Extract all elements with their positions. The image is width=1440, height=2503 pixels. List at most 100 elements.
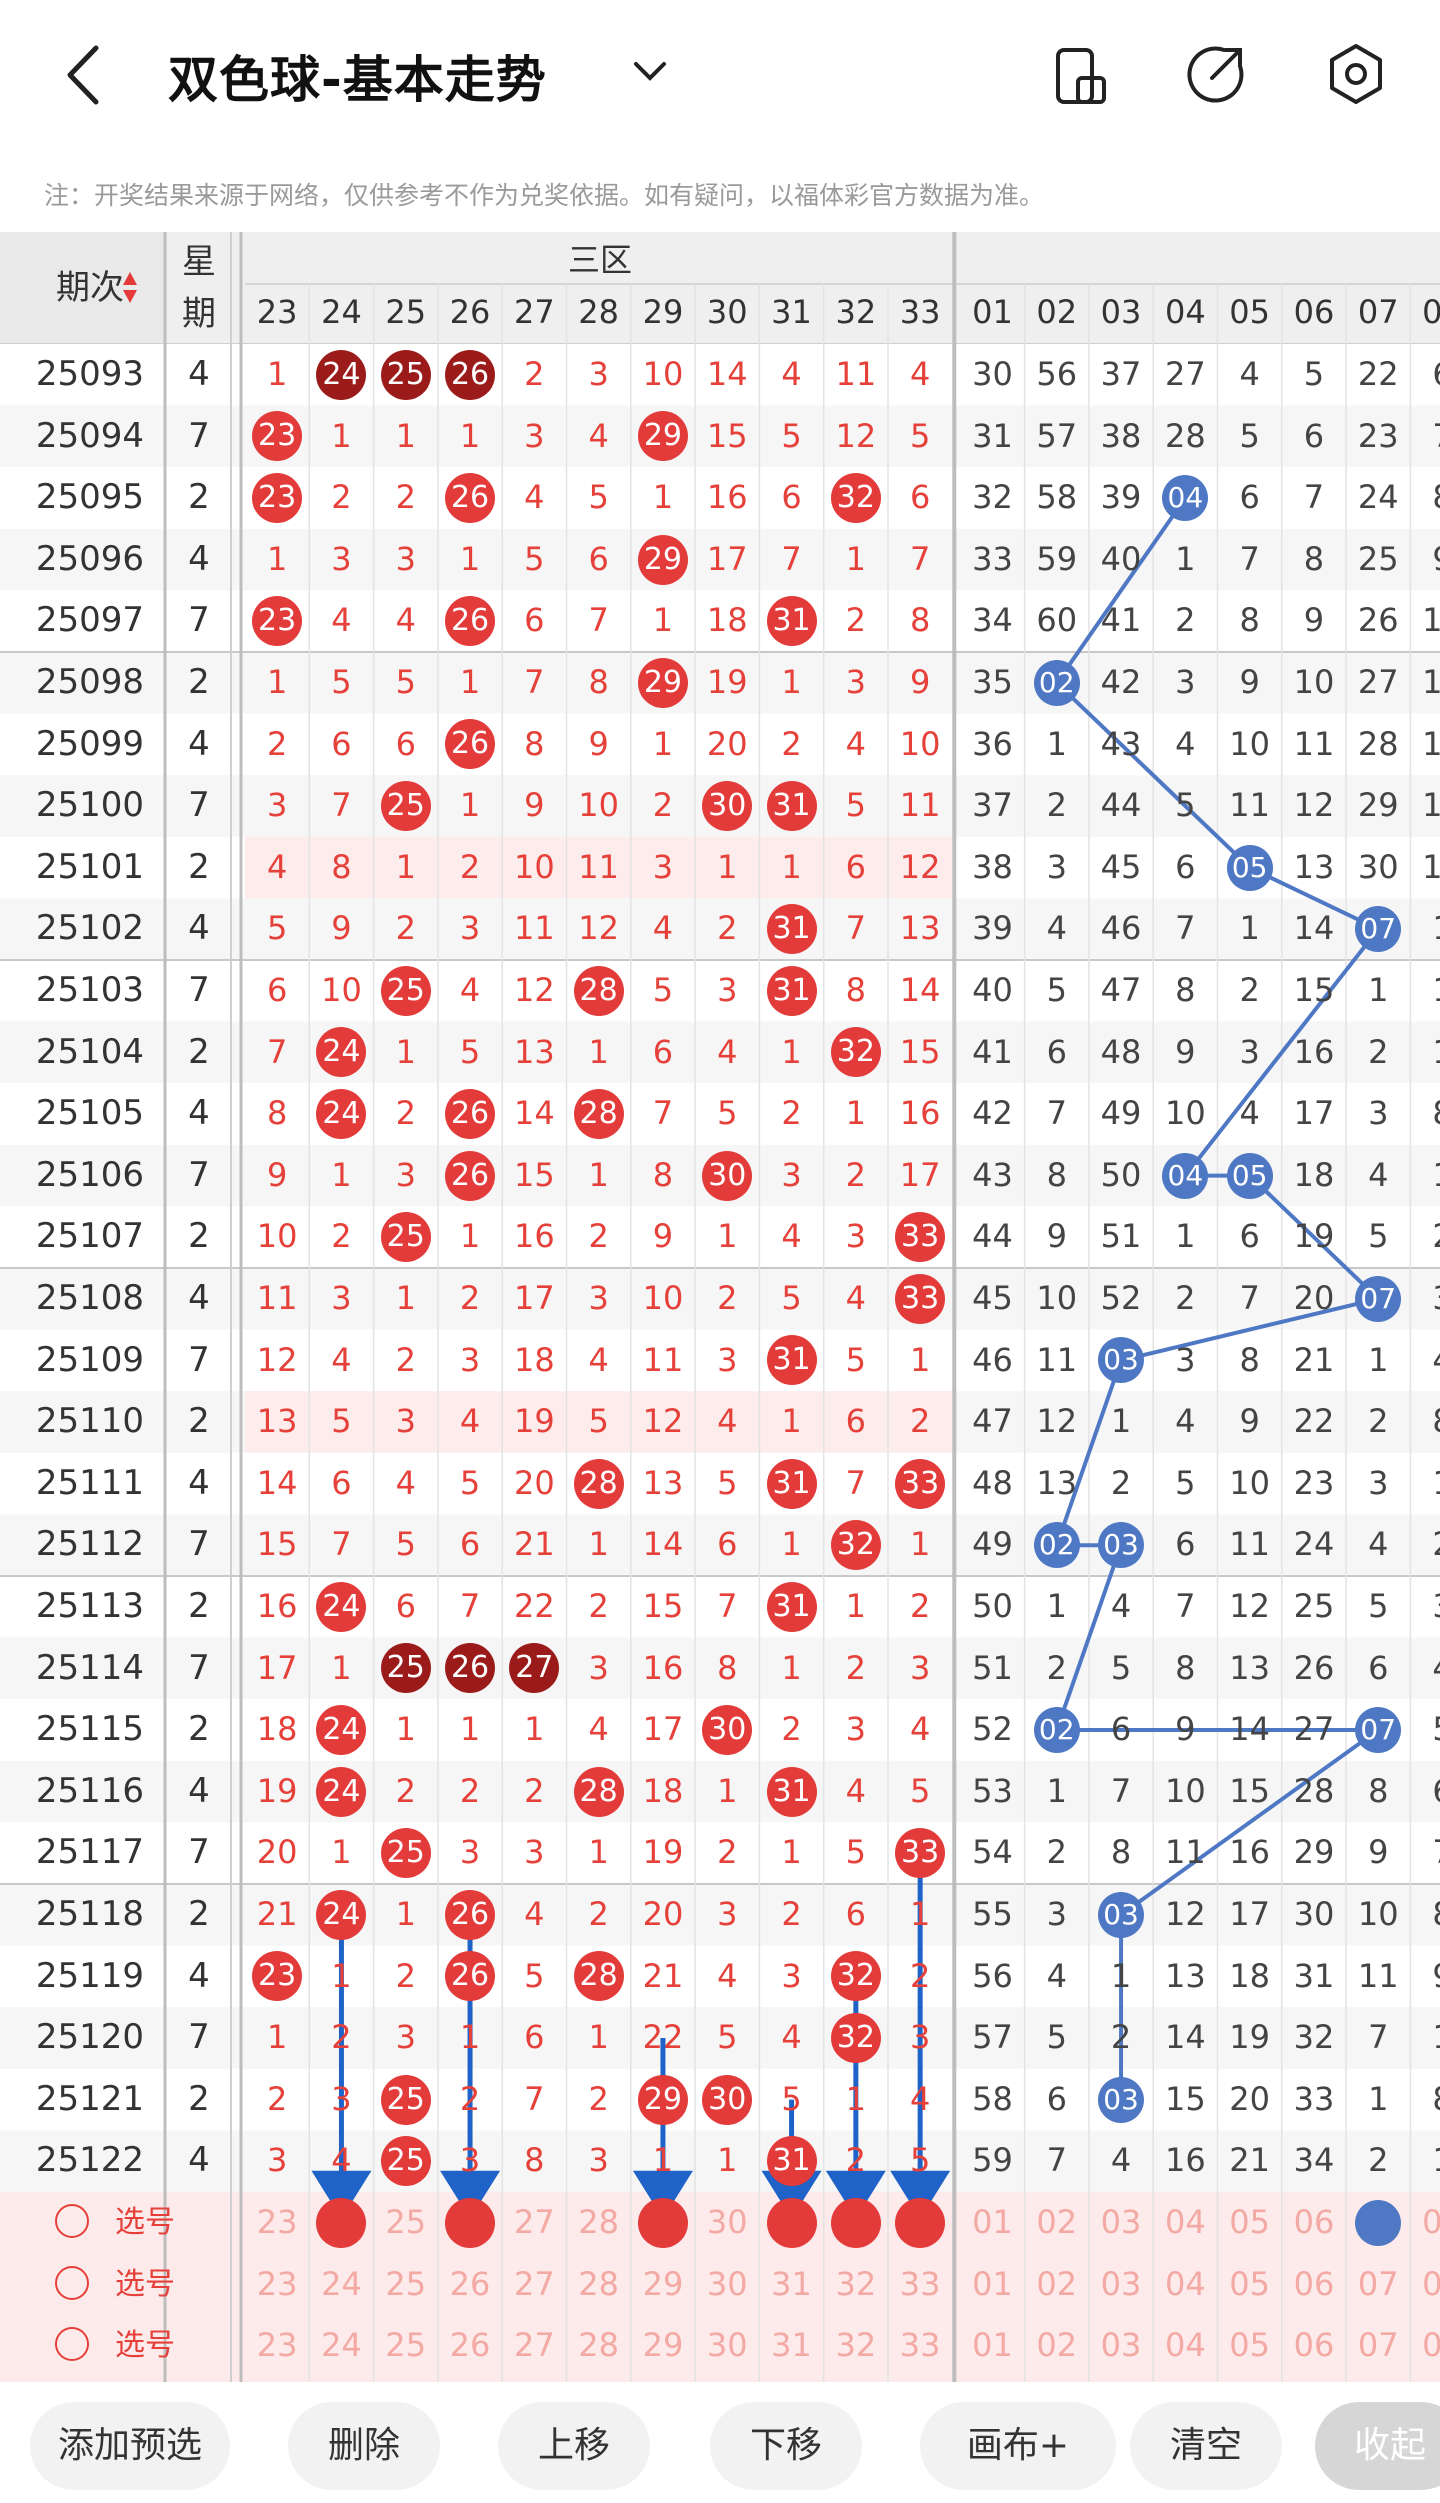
red-miss-count: 1 — [717, 847, 738, 886]
trend-chart-grid[interactable]: 期次星期三区 23 24 25 26 27 28 29 30 31 32 33 01 02 03 04 05 06… — [0, 232, 1440, 2382]
settings-icon[interactable] — [1324, 42, 1388, 106]
red-miss-count: 7 — [845, 909, 867, 948]
pick-red-option[interactable]: 30 — [706, 2326, 748, 2365]
blue-miss-count: 14 — [1164, 2018, 1206, 2057]
pick-red-option[interactable]: 29 — [642, 2264, 684, 2303]
pick-red-option[interactable]: 23 — [256, 2203, 298, 2241]
pick-red-option[interactable]: 30 — [706, 2203, 748, 2241]
pick-blue-option[interactable]: 06 — [1293, 2326, 1335, 2365]
move-up-button[interactable]: 上移 — [498, 2402, 650, 2490]
pick-red-option[interactable]: 26 — [449, 2264, 491, 2303]
collapse-button[interactable]: 收起 — [1315, 2402, 1440, 2490]
pick-red-option[interactable]: 31 — [771, 2264, 812, 2303]
add-preselect-button[interactable]: 添加预选 — [30, 2402, 230, 2490]
picked-blue-ball[interactable] — [1355, 2199, 1402, 2246]
pick-label[interactable]: 选号 — [115, 2205, 175, 2240]
pick-blue-option[interactable]: 02 — [1036, 2326, 1078, 2365]
pick-blue-option[interactable]: 04 — [1164, 2203, 1206, 2241]
pick-red-option[interactable]: 26 — [449, 2326, 491, 2365]
picked-red-ball[interactable] — [637, 2197, 688, 2248]
canvas-plus-button[interactable]: 画布+ — [920, 2402, 1116, 2490]
issue-number: 25111 — [35, 1462, 145, 1503]
blue-miss-count: 21 — [1229, 2141, 1270, 2180]
pick-red-option[interactable]: 24 — [321, 2326, 362, 2365]
red-miss-count: 17 — [706, 539, 748, 578]
red-miss-count: 7 — [717, 1587, 738, 1625]
blue-miss-count: 10 — [1357, 1895, 1399, 1933]
delete-button[interactable]: 删除 — [288, 2402, 440, 2490]
pick-radio[interactable] — [55, 2265, 89, 2300]
pick-red-option[interactable]: 29 — [642, 2326, 684, 2365]
rotate-screen-icon[interactable] — [1048, 44, 1112, 108]
pick-blue-option[interactable]: 01 — [972, 2203, 1013, 2241]
pick-blue-option[interactable]: 03 — [1100, 2326, 1142, 2365]
clear-button[interactable]: 清空 — [1130, 2402, 1282, 2490]
red-miss-count: 1 — [395, 416, 416, 455]
picked-red-ball[interactable] — [895, 2197, 946, 2248]
pick-red-option[interactable]: 27 — [513, 2326, 555, 2365]
blue-miss-count: 9 — [1175, 1032, 1196, 1071]
pick-label[interactable]: 选号 — [115, 2328, 175, 2364]
pick-blue-option[interactable]: 04 — [1164, 2264, 1206, 2303]
picked-red-ball[interactable] — [830, 2197, 881, 2248]
pick-radio[interactable] — [55, 2204, 89, 2238]
red-ball-hit: 26 — [445, 1951, 496, 2002]
pick-red-option[interactable]: 33 — [899, 2326, 941, 2365]
move-down-button[interactable]: 下移 — [710, 2402, 862, 2490]
issue-number: 25119 — [35, 1955, 145, 1996]
red-miss-count: 1 — [845, 2079, 867, 2118]
pick-red-option[interactable]: 23 — [256, 2264, 298, 2303]
pick-red-option[interactable]: 32 — [835, 2326, 877, 2365]
pick-blue-option[interactable]: 04 — [1164, 2326, 1206, 2365]
pick-blue-option[interactable]: 06 — [1293, 2264, 1335, 2303]
back-icon[interactable] — [60, 40, 110, 110]
red-ball-hit: 24 — [316, 1889, 367, 1940]
pick-red-option[interactable]: 31 — [771, 2326, 812, 2365]
pick-red-option[interactable]: 25 — [385, 2203, 427, 2241]
pick-blue-option[interactable]: 02 — [1036, 2203, 1078, 2241]
pick-blue-option[interactable]: 03 — [1100, 2203, 1142, 2241]
pick-red-option[interactable]: 32 — [835, 2264, 877, 2303]
pick-red-option[interactable]: 25 — [385, 2326, 427, 2365]
pick-label[interactable]: 选号 — [115, 2266, 175, 2302]
pick-red-option[interactable]: 28 — [578, 2203, 619, 2241]
pick-radio[interactable] — [55, 2327, 89, 2362]
pick-red-option[interactable]: 28 — [578, 2264, 619, 2303]
blue-miss-count: 27 — [1357, 663, 1399, 701]
blue-miss-count: 1 — [1046, 724, 1067, 763]
pick-blue-option[interactable]: 03 — [1100, 2264, 1142, 2303]
pick-red-option[interactable]: 27 — [513, 2264, 555, 2303]
picked-red-ball[interactable] — [316, 2197, 367, 2248]
share-icon[interactable] — [1184, 42, 1248, 106]
pick-blue-option[interactable]: 06 — [1293, 2203, 1335, 2241]
issue-header[interactable]: 期次 — [56, 268, 124, 308]
pick-red-option[interactable]: 28 — [578, 2326, 619, 2365]
picked-red-ball[interactable] — [445, 2197, 496, 2248]
pick-blue-option[interactable]: 02 — [1036, 2264, 1078, 2303]
pick-blue-option[interactable]: 05 — [1229, 2264, 1270, 2303]
pick-red-option[interactable]: 23 — [256, 2326, 298, 2365]
pick-red-option[interactable]: 25 — [385, 2264, 427, 2303]
pick-red-option[interactable]: 33 — [899, 2264, 941, 2303]
sort-icon[interactable] — [122, 270, 138, 306]
pick-blue-option[interactable]: 01 — [972, 2264, 1013, 2303]
pick-blue-option[interactable]: 07 — [1357, 2264, 1399, 2303]
pick-blue-option[interactable]: 05 — [1229, 2203, 1270, 2241]
pick-blue-option[interactable]: 05 — [1229, 2326, 1270, 2365]
red-miss-count: 4 — [459, 1402, 481, 1441]
pick-red-option[interactable]: 30 — [706, 2264, 748, 2303]
pick-blue-option[interactable]: 01 — [972, 2326, 1013, 2365]
picked-red-ball[interactable] — [766, 2197, 817, 2248]
chevron-down-icon[interactable] — [628, 50, 672, 94]
weekday: 7 — [188, 2017, 210, 2058]
pick-blue-option[interactable]: 08 — [1422, 2326, 1440, 2365]
pick-blue-option[interactable]: 07 — [1357, 2326, 1399, 2365]
blue-miss-count: 6 — [1175, 847, 1196, 886]
pick-blue-option[interactable]: 08 — [1422, 2264, 1440, 2303]
pick-blue-option[interactable]: 08 — [1422, 2203, 1440, 2241]
page-title[interactable]: 双色球-基本走势 — [168, 51, 547, 109]
red-miss-count: 1 — [845, 539, 867, 578]
blue-miss-count: 3 — [1046, 847, 1067, 886]
pick-red-option[interactable]: 27 — [513, 2203, 555, 2241]
pick-red-option[interactable]: 24 — [321, 2264, 362, 2303]
